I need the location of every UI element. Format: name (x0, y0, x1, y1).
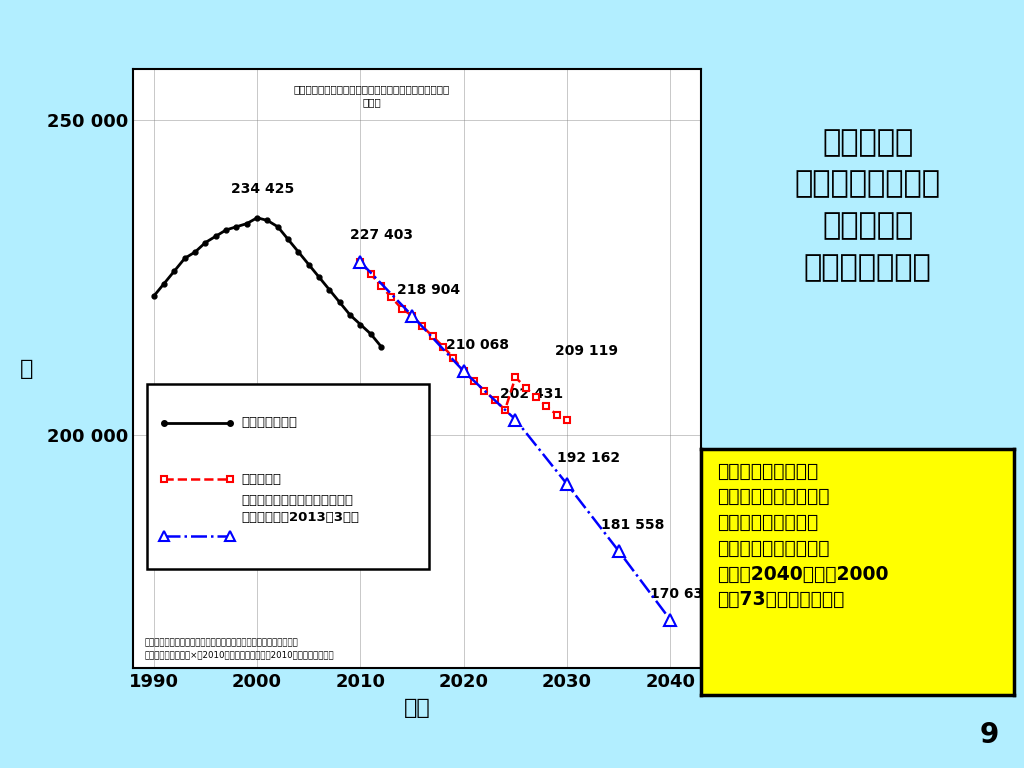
X-axis label: 年度: 年度 (403, 698, 431, 718)
Text: 181 558: 181 558 (601, 518, 665, 532)
Text: 出典：佐世保市水道局、国立社会保障・人口問題研究所
の資料: 出典：佐世保市水道局、国立社会保障・人口問題研究所 の資料 (294, 84, 450, 108)
Text: 国立社会保障・人口問題研究所の佐世保地区推計値は次式から計算
佐世保市人口推計値×〔2010年佐世保地区人口／2010年佐世保市人口〕: 国立社会保障・人口問題研究所の佐世保地区推計値は次式から計算 佐世保市人口推計値… (144, 638, 334, 659)
Text: 170 637: 170 637 (650, 587, 713, 601)
Text: 234 425: 234 425 (231, 182, 295, 196)
Text: 192 162: 192 162 (557, 452, 620, 465)
Text: 218 904: 218 904 (396, 283, 460, 296)
Text: 202 431: 202 431 (500, 386, 563, 401)
Text: 国立社会保障・人口
問題研究所の推計では
佐世保市の人口は今
後、かなりの速度で減
少し、2040年には2000
年の73％までになる。: 国立社会保障・人口 問題研究所の推計では 佐世保市の人口は今 後、かなりの速度で… (717, 462, 889, 609)
Text: 佐世保市の
人口・給水人口の
実績と予測
（佐世保地区）: 佐世保市の 人口・給水人口の 実績と予測 （佐世保地区） (795, 128, 941, 282)
Text: 市の新予測: 市の新予測 (241, 473, 282, 486)
Text: 210 068: 210 068 (446, 339, 509, 353)
FancyBboxPatch shape (147, 384, 429, 569)
Text: 国立社会保障・人口問題研究所
の人口推計（2013年3月）: 国立社会保障・人口問題研究所 の人口推計（2013年3月） (241, 495, 359, 525)
Text: 227 403: 227 403 (350, 228, 413, 242)
Text: 9: 9 (979, 721, 998, 749)
Text: 209 119: 209 119 (555, 344, 617, 359)
Text: 給水人口の実績: 給水人口の実績 (241, 416, 297, 429)
Y-axis label: 人: 人 (19, 359, 33, 379)
